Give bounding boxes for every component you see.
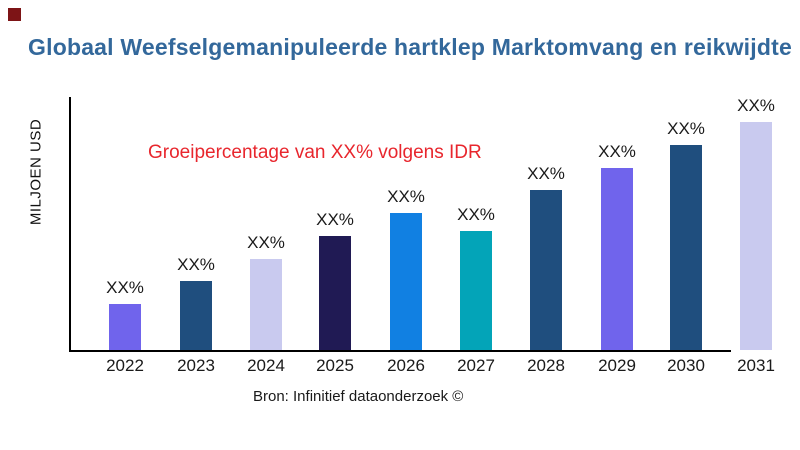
bar-value-label-2031: XX% bbox=[737, 96, 775, 115]
bar-value-label-2022: XX% bbox=[106, 278, 144, 297]
source-note: Bron: Infinitief dataonderzoek © bbox=[253, 388, 464, 405]
x-tick-2028: 2028 bbox=[527, 356, 565, 375]
bar-2025 bbox=[319, 236, 351, 350]
x-tick-2023: 2023 bbox=[177, 356, 215, 375]
x-tick-2031: 2031 bbox=[737, 356, 775, 375]
x-tick-2024: 2024 bbox=[247, 356, 285, 375]
bar-value-label-2025: XX% bbox=[316, 210, 354, 229]
x-axis-line bbox=[69, 350, 731, 352]
x-tick-2029: 2029 bbox=[598, 356, 636, 375]
bar-2028 bbox=[530, 190, 562, 350]
chart-title: Globaal Weefselgemanipuleerde hartklep M… bbox=[28, 34, 792, 60]
bar-value-label-2024: XX% bbox=[247, 233, 285, 252]
bar-value-label-2023: XX% bbox=[177, 255, 215, 274]
x-tick-2030: 2030 bbox=[667, 356, 705, 375]
bar-value-label-2027: XX% bbox=[457, 205, 495, 224]
bar-value-label-2028: XX% bbox=[527, 164, 565, 183]
growth-rate-annotation: Groeipercentage van XX% volgens IDR bbox=[148, 142, 482, 163]
bar-value-label-2029: XX% bbox=[598, 142, 636, 161]
bar-2023 bbox=[180, 281, 212, 350]
x-tick-2025: 2025 bbox=[316, 356, 354, 375]
bar-2026 bbox=[390, 213, 422, 350]
bar-2027 bbox=[460, 231, 492, 350]
y-axis-line bbox=[69, 97, 71, 352]
corner-mark bbox=[8, 8, 21, 21]
x-tick-2022: 2022 bbox=[106, 356, 144, 375]
x-tick-2026: 2026 bbox=[387, 356, 425, 375]
x-tick-2027: 2027 bbox=[457, 356, 495, 375]
bar-2031 bbox=[740, 122, 772, 350]
bar-2029 bbox=[601, 168, 633, 350]
bar-value-label-2026: XX% bbox=[387, 187, 425, 206]
bar-2030 bbox=[670, 145, 702, 350]
bar-2022 bbox=[109, 304, 141, 350]
bar-2024 bbox=[250, 259, 282, 350]
bar-value-label-2030: XX% bbox=[667, 119, 705, 138]
